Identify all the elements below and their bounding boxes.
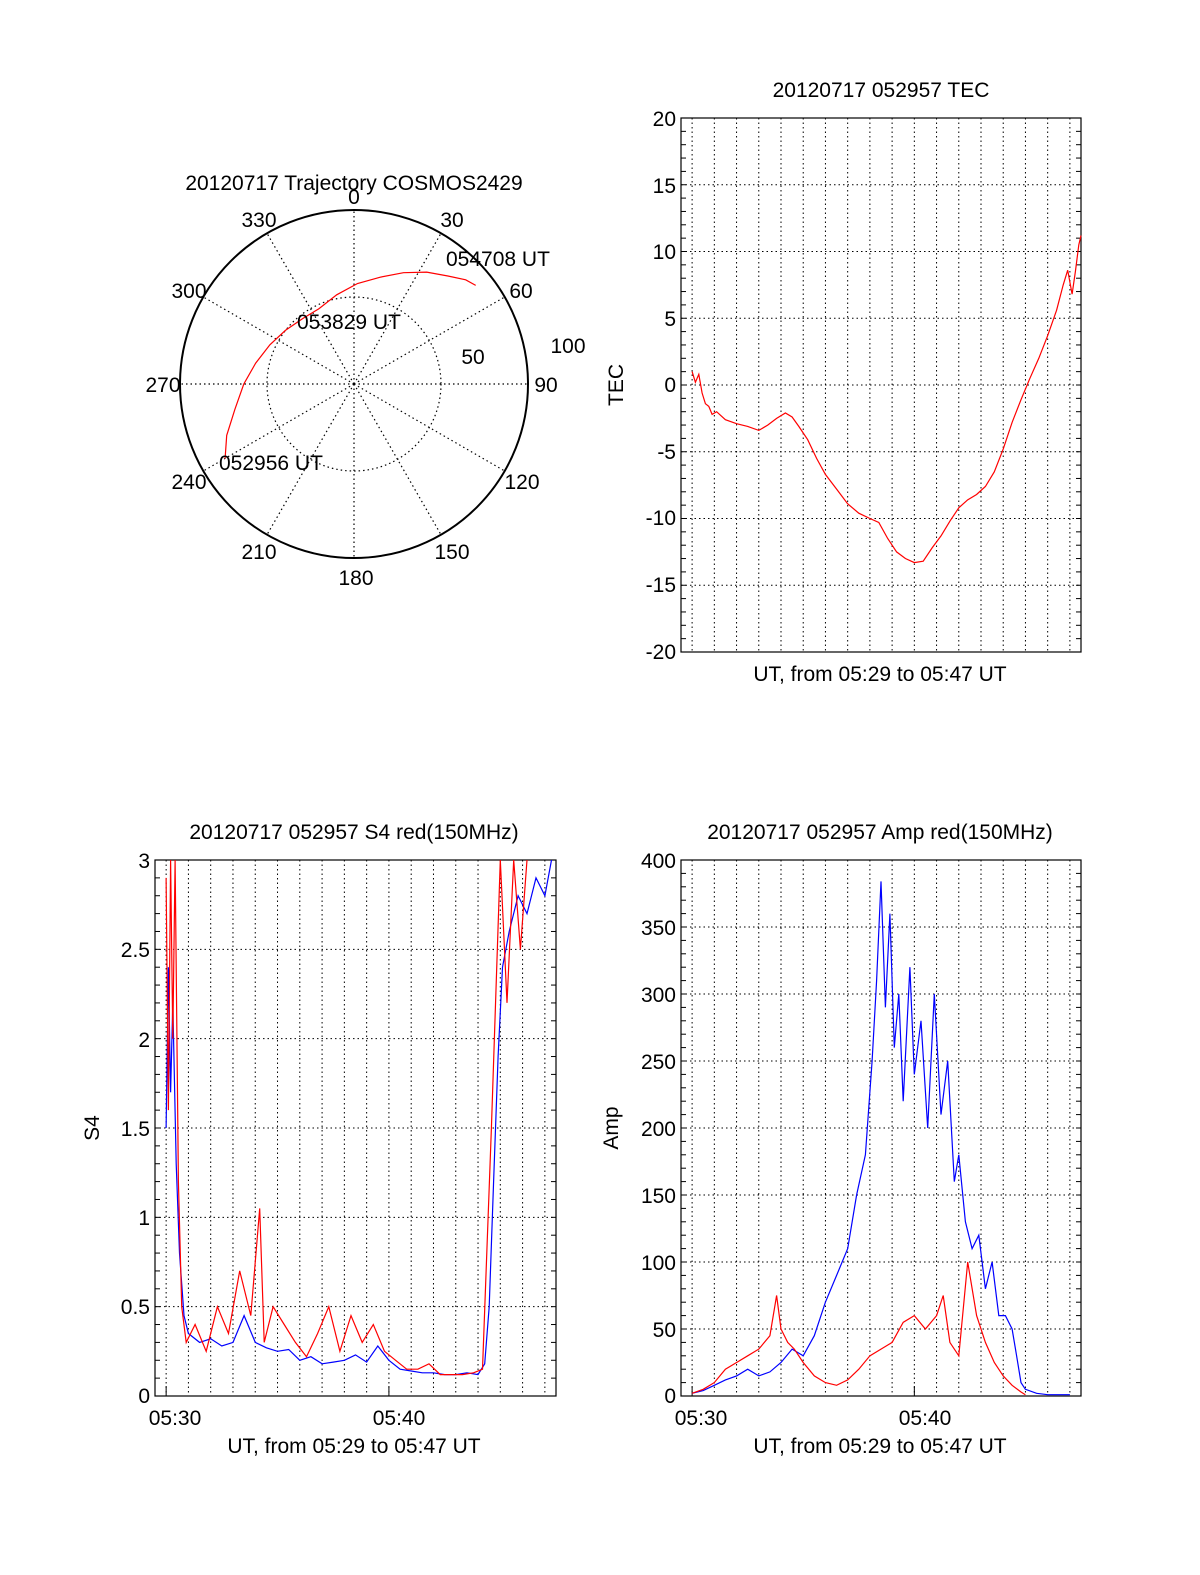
- polar-annotation-end: 054708 UT: [446, 248, 550, 271]
- amp-y-tick-label: 350: [641, 917, 676, 940]
- amp-y-tick-label: 50: [653, 1319, 676, 1342]
- amp-grid: [680, 859, 1082, 1397]
- s4-y-tick-label: 1.5: [121, 1118, 150, 1141]
- s4-y-axis-label: S4: [81, 1115, 104, 1141]
- polar-spoke: [203, 296, 355, 385]
- s4-panel: 20120717 052957 S4 red(150MHz) 3 2.5 2 1…: [81, 821, 557, 1458]
- polar-annotation-mid: 053829 UT: [297, 311, 401, 334]
- polar-angle-label: 150: [434, 541, 469, 564]
- tec-y-tick-label: -10: [646, 507, 676, 530]
- tec-y-tick-label: 20: [653, 108, 676, 131]
- polar-angle-label: 120: [504, 471, 539, 494]
- polar-angle-label: 240: [171, 471, 206, 494]
- plot-frame: [680, 859, 1082, 1397]
- tec-y-tick-label: -15: [646, 574, 676, 597]
- tec-y-axis-label: TEC: [605, 364, 628, 406]
- tec-series-line: [691, 235, 1082, 564]
- tec-y-tick-label: -20: [646, 641, 676, 664]
- s4-y-tick-label: 1: [138, 1207, 150, 1230]
- polar-outer-circle: [179, 209, 529, 559]
- tec-y-tick-labels: 20 15 10 5 0 -5 -10 -15 -20: [646, 108, 676, 664]
- s4-title: 20120717 052957 S4 red(150MHz): [189, 821, 518, 844]
- amp-x-tick-label: 05:30: [675, 1407, 728, 1430]
- s4-y-tick-label: 2.5: [121, 939, 150, 962]
- polar-angle-label: 210: [241, 541, 276, 564]
- polar-annotation-start: 052956 UT: [219, 452, 323, 475]
- amp-y-tick-label: 0: [664, 1385, 676, 1408]
- s4-x-tick-label: 05:30: [149, 1407, 202, 1430]
- polar-angle-label: 300: [171, 280, 206, 303]
- amp-blue-series-line: [691, 881, 1070, 1396]
- amp-y-tick-label: 250: [641, 1051, 676, 1074]
- polar-spoke: [266, 233, 355, 385]
- s4-y-tick-labels: 3 2.5 2 1.5 1 0.5 0: [121, 850, 150, 1408]
- amp-y-axis-label: Amp: [600, 1106, 623, 1149]
- polar-grid: [180, 210, 528, 558]
- tec-x-axis-label: UT, from 05:29 to 05:47 UT: [753, 663, 1006, 686]
- s4-x-axis-label: UT, from 05:29 to 05:47 UT: [227, 1435, 480, 1458]
- tec-y-tick-label: 0: [664, 374, 676, 397]
- tec-panel: 20120717 052957 TEC 20 15 10 5 0 -5 -10 …: [605, 79, 1082, 686]
- s4-y-tick-label: 3: [138, 850, 150, 873]
- polar-angle-label: 180: [338, 567, 373, 590]
- polar-radial-label: 100: [550, 335, 585, 358]
- polar-spoke: [203, 383, 355, 472]
- amp-red-series-line: [691, 1261, 1026, 1396]
- polar-spoke: [266, 383, 355, 535]
- polar-inner-circle: [266, 296, 442, 472]
- s4-x-tick-label: 05:40: [373, 1407, 426, 1430]
- s4-blue-series-line: [165, 859, 553, 1376]
- amp-y-tick-label: 400: [641, 850, 676, 873]
- plot-frame: [154, 859, 557, 1397]
- polar-trajectory-line: [224, 271, 476, 459]
- tec-y-tick-label: -5: [657, 441, 676, 464]
- polar-title: 20120717 Trajectory COSMOS2429: [185, 172, 522, 195]
- polar-angle-label: 90: [534, 374, 557, 397]
- amp-title: 20120717 052957 Amp red(150MHz): [707, 821, 1053, 844]
- plot-frame: [680, 117, 1082, 653]
- tec-y-tick-label: 10: [653, 241, 676, 264]
- polar-angle-label: 30: [440, 209, 463, 232]
- polar-angle-labels: 0 30 60 90 120 150 180 210 240 270 300 3…: [145, 186, 557, 590]
- amp-y-tick-label: 100: [641, 1252, 676, 1275]
- tec-y-tick-label: 15: [653, 175, 676, 198]
- polar-angle-label: 330: [241, 209, 276, 232]
- polar-radial-label: 50: [461, 346, 484, 369]
- s4-y-tick-label: 0.5: [121, 1296, 150, 1319]
- polar-panel: 20120717 Trajectory COSMOS2429 0 30 60 9…: [145, 172, 585, 590]
- amp-y-tick-labels: 400 350 300 250 200 150 100 50 0: [641, 850, 676, 1408]
- s4-y-tick-label: 2: [138, 1029, 150, 1052]
- tec-y-tick-label: 5: [664, 308, 676, 331]
- polar-angle-label: 270: [145, 374, 180, 397]
- s4-red-series-line: [165, 859, 528, 1376]
- amp-x-axis-label: UT, from 05:29 to 05:47 UT: [753, 1435, 1006, 1458]
- amp-panel: 20120717 052957 Amp red(150MHz) 400 350 …: [600, 821, 1082, 1458]
- amp-y-tick-label: 200: [641, 1118, 676, 1141]
- s4-y-tick-label: 0: [138, 1385, 150, 1408]
- tec-title: 20120717 052957 TEC: [773, 79, 990, 102]
- polar-angle-label: 60: [509, 280, 532, 303]
- polar-angle-label: 0: [348, 186, 360, 209]
- amp-y-tick-label: 150: [641, 1185, 676, 1208]
- amp-x-tick-label: 05:40: [899, 1407, 952, 1430]
- tec-grid: [680, 117, 1082, 653]
- amp-y-tick-label: 300: [641, 984, 676, 1007]
